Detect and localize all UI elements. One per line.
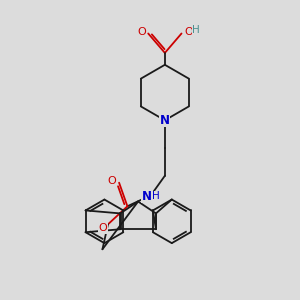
Text: N: N <box>160 114 170 127</box>
Text: H: H <box>152 191 160 201</box>
Text: N: N <box>142 190 152 203</box>
Text: O: O <box>184 26 193 37</box>
Text: O: O <box>108 176 116 186</box>
Text: O: O <box>99 223 107 233</box>
Text: O: O <box>137 26 146 37</box>
Text: H: H <box>193 25 200 34</box>
